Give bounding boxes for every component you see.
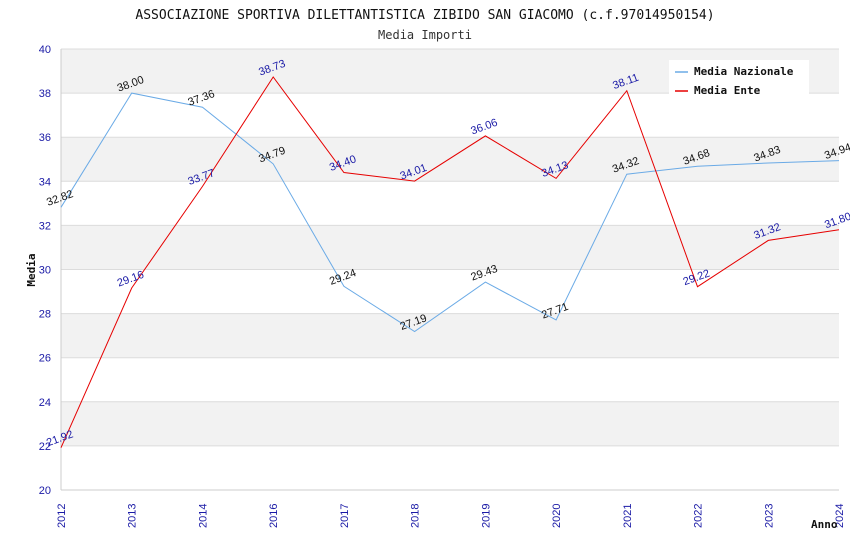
data-label: 36.06 [469, 117, 499, 138]
grid-band [61, 137, 839, 182]
y-tick-label: 24 [39, 397, 51, 409]
x-tick-label: 2017 [339, 504, 351, 528]
y-tick-label: 26 [39, 353, 51, 365]
grid-band [61, 401, 839, 446]
grid-band [61, 313, 839, 358]
y-tick-label: 34 [39, 176, 51, 188]
grid-band [61, 225, 839, 270]
x-axis-ticks: 2012 2013 2014 2016 2017 2018 2019 2020 2021 2022… [56, 504, 846, 528]
x-tick-label: 2016 [268, 504, 280, 528]
y-tick-label: 20 [39, 485, 51, 497]
series-line-media-ente [60, 76, 840, 448]
x-tick-label: 2014 [197, 504, 209, 528]
legend-label-media-nazionale: Media Nazionale [694, 65, 794, 78]
legend: Media Nazionale Media Ente [669, 60, 809, 98]
y-axis-ticks: 20 22 24 26 28 30 32 34 36 38 40 [39, 44, 51, 497]
grid-bands [61, 49, 839, 446]
y-tick-label: 40 [39, 44, 51, 56]
x-tick-label: 2013 [127, 504, 139, 528]
y-tick-label: 32 [39, 220, 51, 232]
series-line-media-nazionale [60, 92, 840, 333]
y-tick-label: 28 [39, 309, 51, 321]
x-tick-label: 2018 [410, 504, 422, 528]
x-tick-label: 2023 [763, 504, 775, 528]
y-axis-title: Media [25, 253, 38, 286]
chart-title: ASSOCIAZIONE SPORTIVA DILETTANTISTICA ZI… [135, 8, 714, 23]
x-tick-label: 2022 [693, 504, 705, 528]
axes [60, 49, 839, 491]
data-label: 32.82 [45, 188, 75, 209]
legend-box [669, 60, 809, 98]
y-tick-label: 30 [39, 265, 51, 277]
x-axis-title: Anno [811, 518, 838, 531]
x-tick-label: 2024 [834, 504, 846, 528]
x-tick-label: 2021 [622, 504, 634, 528]
x-tick-label: 2012 [56, 504, 68, 528]
y-tick-label: 22 [39, 441, 51, 453]
y-tick-label: 36 [39, 132, 51, 144]
x-tick-label: 2019 [480, 504, 492, 528]
series-lines [60, 76, 840, 448]
legend-label-media-ente: Media Ente [694, 84, 761, 97]
y-tick-label: 38 [39, 88, 51, 100]
chart-subtitle: Media Importi [378, 28, 472, 42]
data-label: 29.16 [116, 269, 146, 290]
x-tick-label: 2020 [551, 504, 563, 528]
